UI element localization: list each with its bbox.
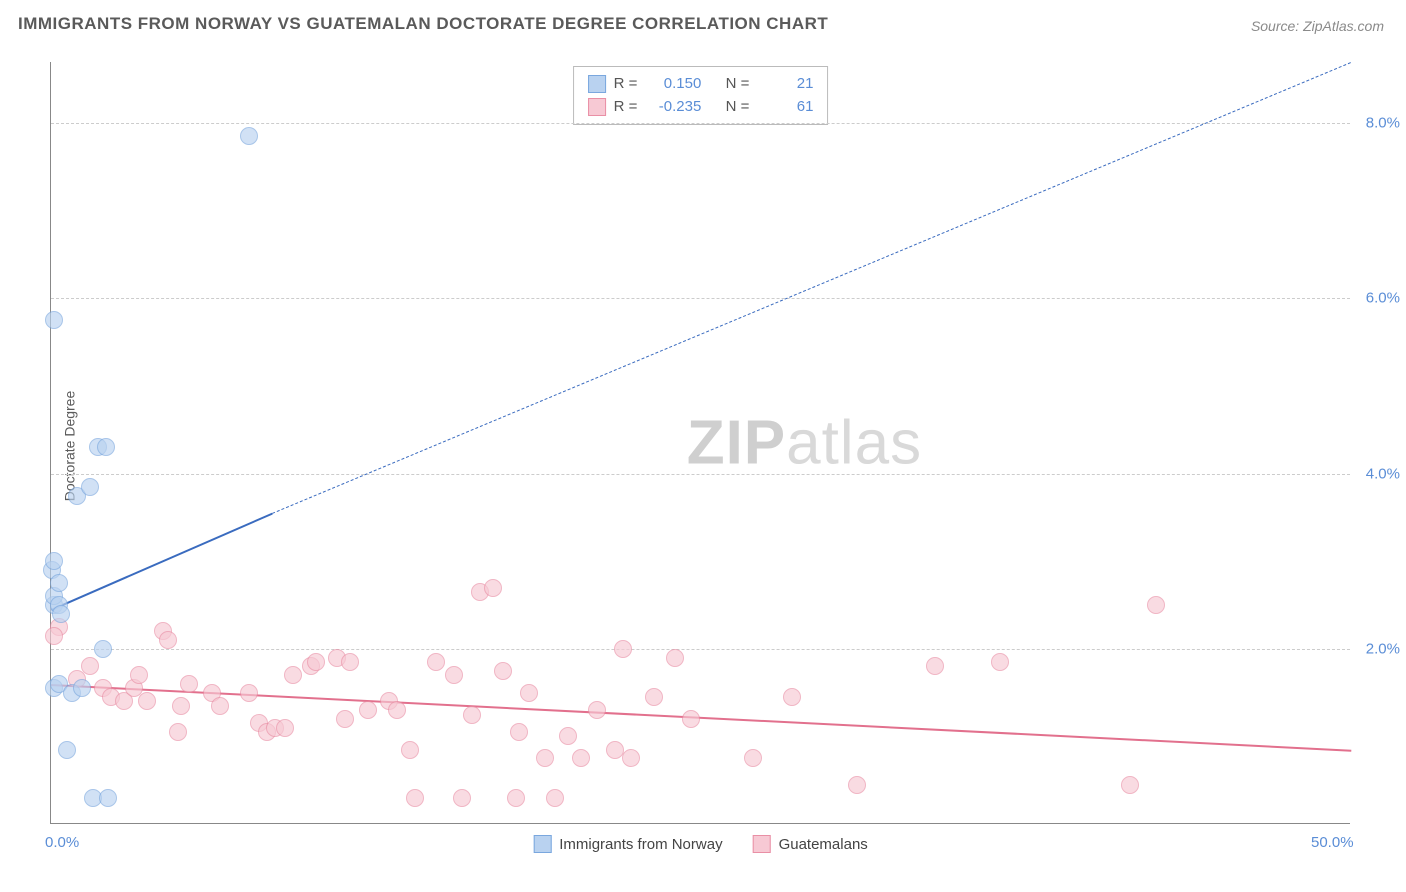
scatter-point-guatemalans (614, 640, 632, 658)
source-label: Source: ZipAtlas.com (1251, 18, 1384, 34)
legend-series: Immigrants from Norway Guatemalans (533, 835, 868, 853)
scatter-point-guatemalans (559, 727, 577, 745)
scatter-point-guatemalans (240, 684, 258, 702)
scatter-point-guatemalans (848, 776, 866, 794)
scatter-point-guatemalans (341, 653, 359, 671)
y-tick-label: 4.0% (1354, 465, 1400, 482)
chart-plot-area: ZIPatlas R = 0.150 N = 21 R = -0.235 N =… (50, 62, 1350, 824)
scatter-point-guatemalans (783, 688, 801, 706)
legend-swatch-guatemalans (588, 98, 606, 116)
r-value-guatemalans: -0.235 (645, 96, 701, 119)
watermark-zip: ZIP (687, 408, 786, 477)
legend-item-guatemalans: Guatemalans (753, 835, 868, 853)
trend-line (272, 62, 1351, 514)
scatter-point-guatemalans (359, 701, 377, 719)
scatter-point-guatemalans (588, 701, 606, 719)
n-value-norway: 21 (757, 73, 813, 96)
scatter-point-guatemalans (138, 692, 156, 710)
y-tick-label: 8.0% (1354, 115, 1400, 132)
n-label: N = (726, 73, 750, 96)
scatter-point-guatemalans (453, 789, 471, 807)
legend-stats-row-norway: R = 0.150 N = 21 (588, 73, 814, 96)
scatter-point-norway (99, 789, 117, 807)
scatter-point-norway (97, 438, 115, 456)
scatter-point-guatemalans (744, 749, 762, 767)
y-tick-label: 2.0% (1354, 640, 1400, 657)
scatter-point-norway (73, 679, 91, 697)
scatter-point-guatemalans (645, 688, 663, 706)
x-tick-label: 0.0% (45, 834, 79, 851)
scatter-point-guatemalans (169, 723, 187, 741)
scatter-point-guatemalans (307, 653, 325, 671)
y-tick-label: 6.0% (1354, 290, 1400, 307)
scatter-point-guatemalans (1147, 596, 1165, 614)
scatter-point-norway (81, 478, 99, 496)
scatter-point-guatemalans (520, 684, 538, 702)
source-prefix: Source: (1251, 18, 1299, 34)
chart-title: IMMIGRANTS FROM NORWAY VS GUATEMALAN DOC… (18, 14, 828, 34)
scatter-point-guatemalans (572, 749, 590, 767)
scatter-point-guatemalans (284, 666, 302, 684)
scatter-point-norway (50, 574, 68, 592)
legend-label-norway: Immigrants from Norway (559, 836, 722, 853)
scatter-point-guatemalans (130, 666, 148, 684)
scatter-point-guatemalans (536, 749, 554, 767)
scatter-point-guatemalans (172, 697, 190, 715)
r-label: R = (614, 73, 638, 96)
scatter-point-guatemalans (336, 710, 354, 728)
scatter-point-guatemalans (507, 789, 525, 807)
scatter-point-norway (45, 552, 63, 570)
grid-line (51, 123, 1350, 124)
scatter-point-guatemalans (388, 701, 406, 719)
scatter-point-guatemalans (546, 789, 564, 807)
scatter-point-guatemalans (427, 653, 445, 671)
legend-label-guatemalans: Guatemalans (779, 836, 868, 853)
scatter-point-guatemalans (180, 675, 198, 693)
scatter-point-guatemalans (211, 697, 229, 715)
scatter-point-norway (52, 605, 70, 623)
scatter-point-guatemalans (622, 749, 640, 767)
scatter-point-guatemalans (463, 706, 481, 724)
scatter-point-guatemalans (926, 657, 944, 675)
n-label: N = (726, 96, 750, 119)
source-name: ZipAtlas.com (1303, 18, 1384, 34)
trend-line (51, 513, 273, 611)
watermark: ZIPatlas (687, 407, 922, 478)
scatter-point-norway (58, 741, 76, 759)
watermark-atlas: atlas (786, 408, 922, 477)
legend-swatch-norway (533, 835, 551, 853)
scatter-point-guatemalans (991, 653, 1009, 671)
scatter-point-guatemalans (445, 666, 463, 684)
scatter-point-guatemalans (81, 657, 99, 675)
legend-stats-row-guatemalans: R = -0.235 N = 61 (588, 96, 814, 119)
scatter-point-guatemalans (406, 789, 424, 807)
scatter-point-norway (240, 127, 258, 145)
r-label: R = (614, 96, 638, 119)
legend-item-norway: Immigrants from Norway (533, 835, 722, 853)
scatter-point-guatemalans (510, 723, 528, 741)
scatter-point-guatemalans (159, 631, 177, 649)
grid-line (51, 474, 1350, 475)
scatter-point-guatemalans (494, 662, 512, 680)
scatter-point-guatemalans (45, 627, 63, 645)
scatter-point-guatemalans (666, 649, 684, 667)
scatter-point-guatemalans (484, 579, 502, 597)
legend-swatch-norway (588, 75, 606, 93)
x-tick-label: 50.0% (1311, 834, 1354, 851)
scatter-point-guatemalans (401, 741, 419, 759)
scatter-point-guatemalans (276, 719, 294, 737)
grid-line (51, 298, 1350, 299)
scatter-point-guatemalans (1121, 776, 1139, 794)
grid-line (51, 649, 1350, 650)
legend-stats-box: R = 0.150 N = 21 R = -0.235 N = 61 (573, 66, 829, 125)
legend-swatch-guatemalans (753, 835, 771, 853)
n-value-guatemalans: 61 (757, 96, 813, 119)
r-value-norway: 0.150 (645, 73, 701, 96)
scatter-point-norway (45, 311, 63, 329)
scatter-point-norway (94, 640, 112, 658)
scatter-point-guatemalans (682, 710, 700, 728)
